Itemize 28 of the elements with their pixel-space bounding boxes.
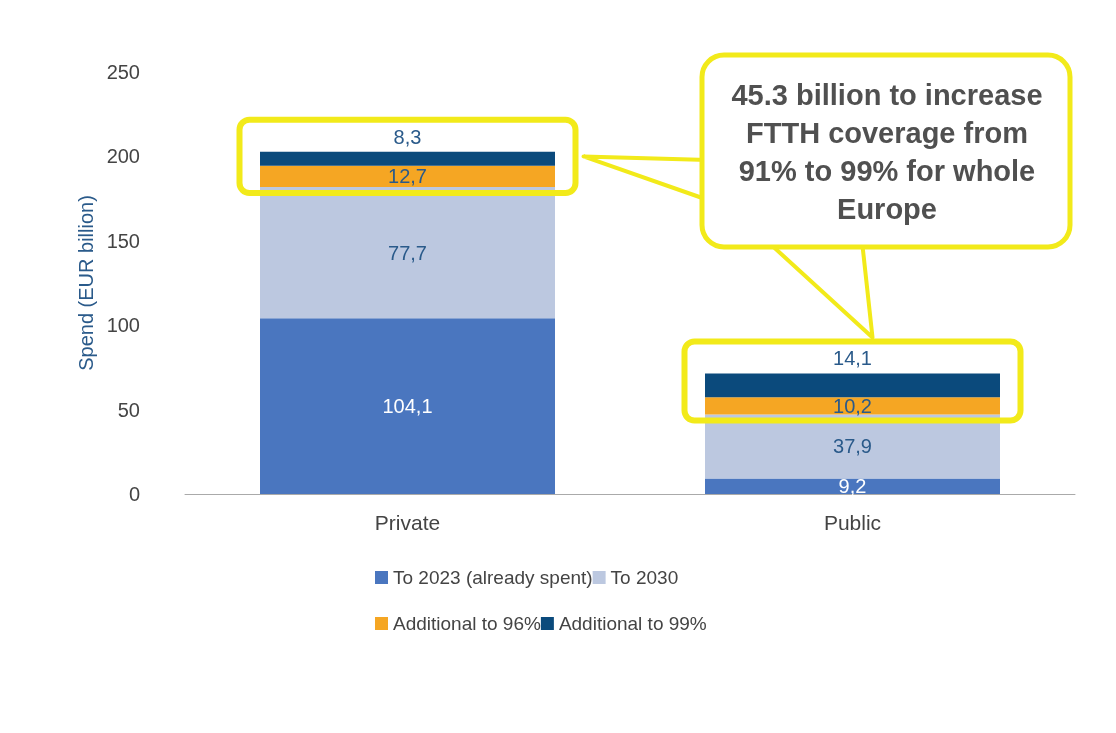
bar [705,478,1000,494]
y-tick-label: 100 [106,314,140,337]
data-label: 12,7 [388,165,427,188]
data-label: 37,9 [833,435,872,458]
bar [705,397,1000,415]
y-tick-label: 250 [106,61,140,83]
x-tick-label: Public [823,511,882,534]
bar [260,151,555,166]
y-tick-label: 50 [117,398,140,421]
data-label: 10,2 [833,394,872,417]
data-label: 9,2 [838,475,867,498]
data-label: 104,1 [382,395,433,418]
legend-label: Additional to 96% [393,613,541,634]
legend-label: To 2030 [610,567,679,588]
data-label: 8,3 [393,125,422,148]
bar [260,318,555,494]
bar [260,165,555,188]
bar [705,373,1000,398]
annotation: 45.3 billion to increase FTTH coverage from 91% to 99% for whole Europe [730,78,1044,227]
legend-label: To 2023 (already spent) [393,567,593,588]
y-tick-label: 150 [106,229,140,252]
data-label: 77,7 [388,241,427,264]
y-tick-label: 200 [106,145,140,168]
y-axis-title: Spend (EUR billion) [74,195,97,371]
x-tick-label: Private [374,511,441,534]
legend-label: Additional to 99% [558,613,707,634]
y-tick-label: 0 [128,483,140,505]
data-label: 14,1 [833,347,872,370]
